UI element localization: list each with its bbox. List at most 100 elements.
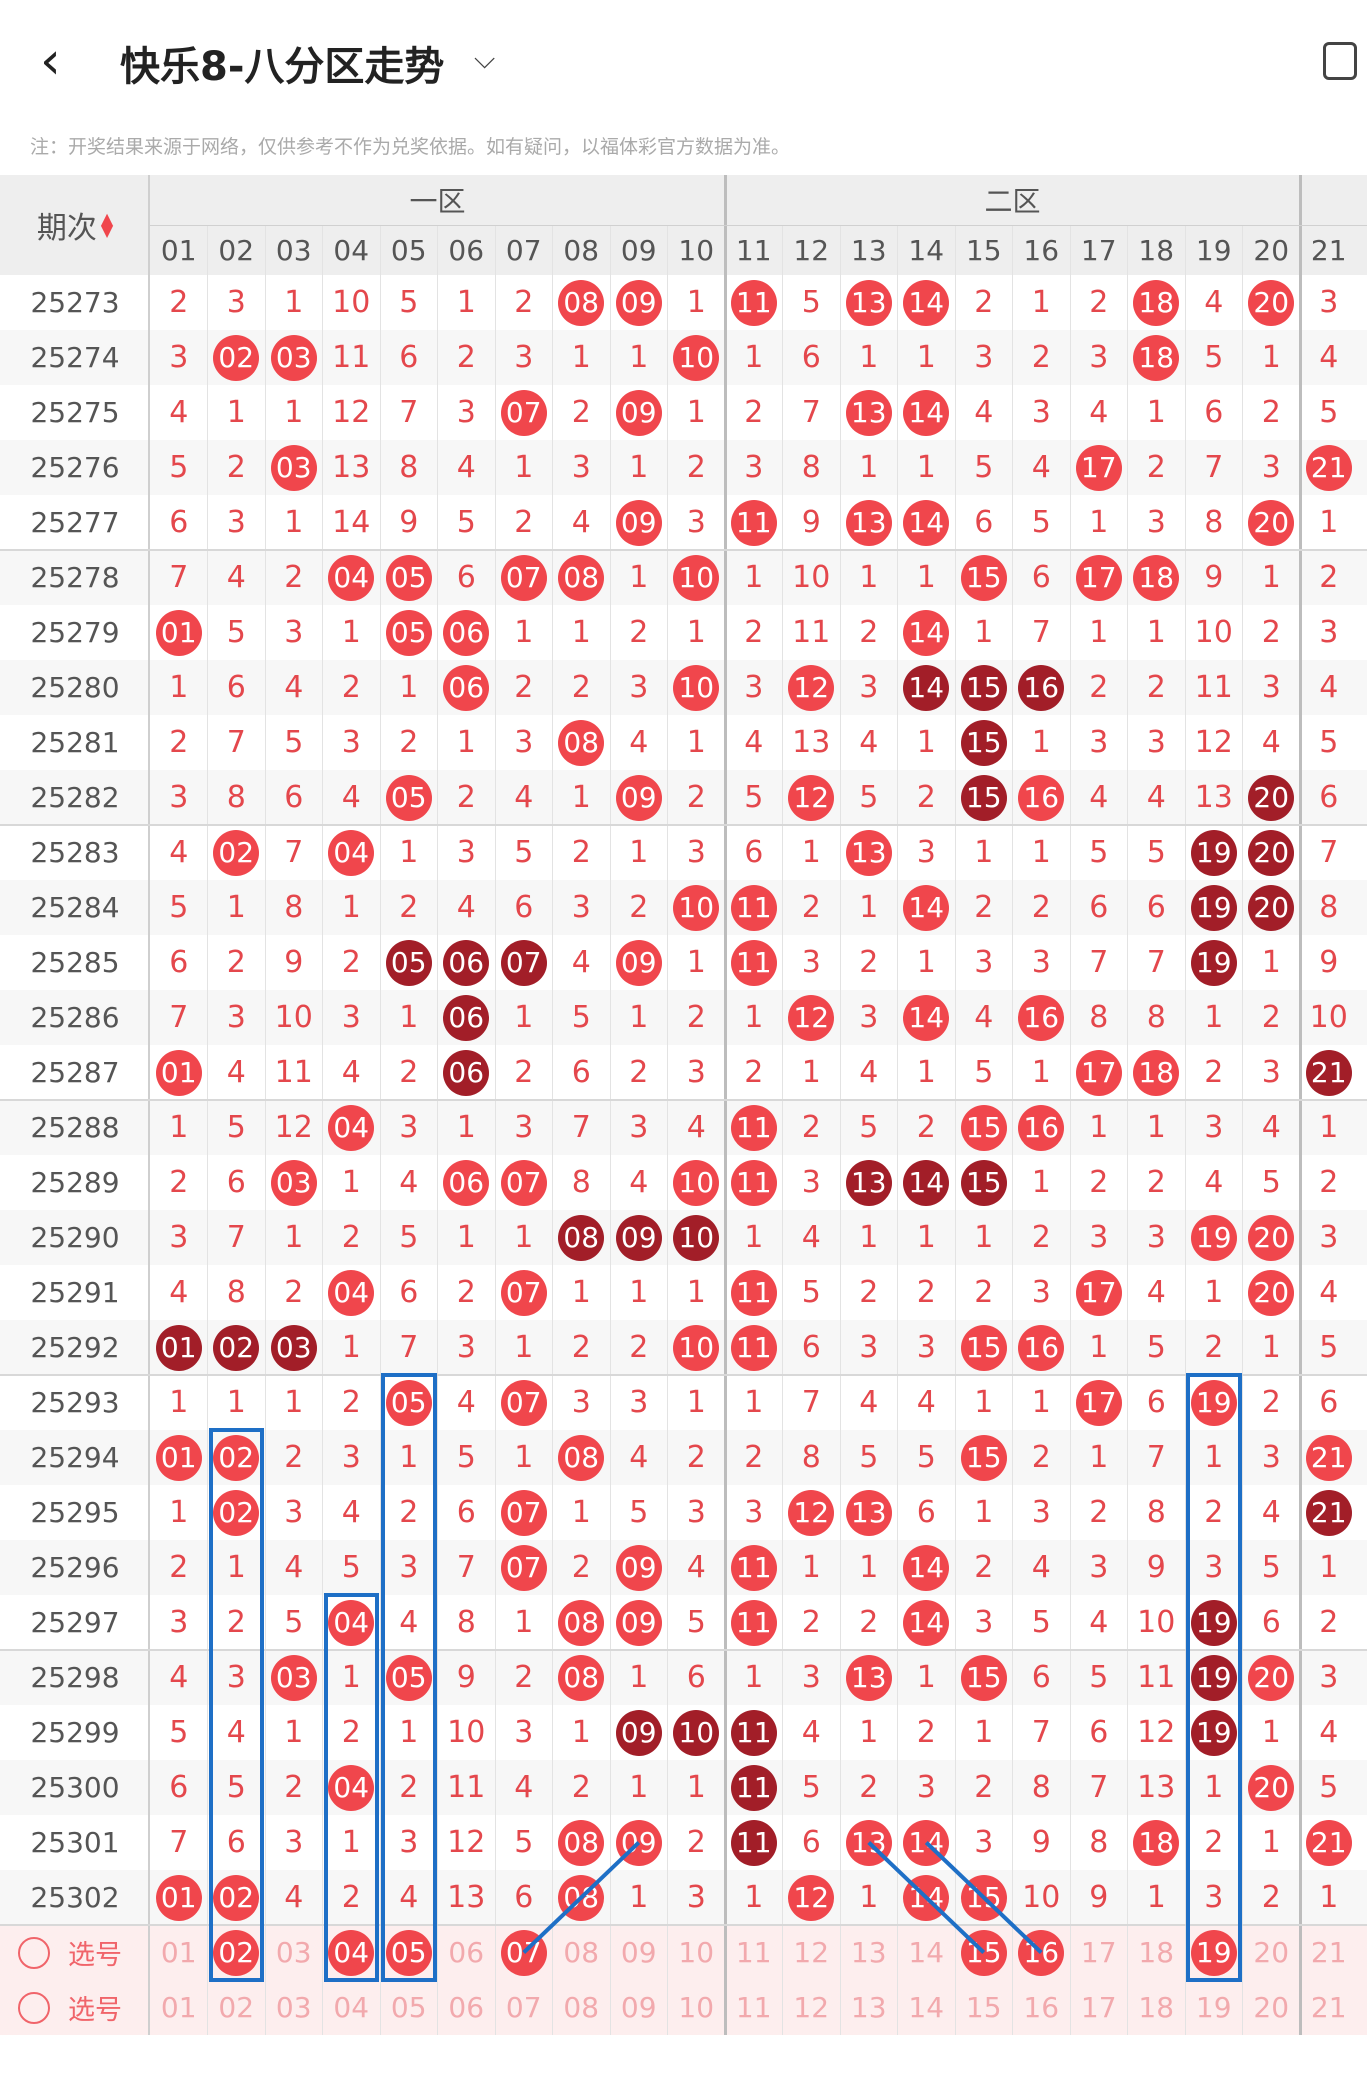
select-number[interactable]: 10 (678, 1936, 715, 1969)
number-cell: 8 (399, 450, 419, 485)
select-number[interactable]: 09 (620, 1991, 657, 2024)
select-number[interactable]: 05 (380, 1925, 438, 1980)
number-cell: 02 (208, 1320, 266, 1375)
hit-ball: 02 (213, 1489, 260, 1536)
hit-ball: 12 (788, 1874, 835, 1921)
select-number[interactable]: 13 (850, 1991, 887, 2024)
number-cell: 3 (456, 835, 476, 870)
select-number[interactable]: 04 (333, 1991, 370, 2024)
number-cell: 8 (226, 780, 246, 815)
selected-ball[interactable]: 15 (960, 1929, 1007, 1976)
select-number[interactable]: 18 (1138, 1936, 1175, 1969)
radio-icon[interactable] (18, 1936, 50, 1969)
select-number[interactable]: 18 (1138, 1991, 1175, 2024)
hit-ball: 02 (213, 334, 260, 381)
number-cell: 5 (1204, 340, 1224, 375)
select-number[interactable]: 12 (793, 1991, 830, 2024)
hit-ball: 01 (155, 609, 202, 656)
select-number[interactable]: 07 (495, 1925, 553, 1980)
hit-ball: 11 (730, 499, 777, 546)
select-number[interactable]: 20 (1253, 1936, 1290, 1969)
number-cell: 11 (725, 1155, 783, 1210)
select-number[interactable]: 15 (955, 1925, 1013, 1980)
number-cell: 08 (553, 1870, 611, 1925)
column-header: 21 (1310, 233, 1347, 267)
number-cell: 2 (341, 1880, 361, 1915)
number-cell: 05 (380, 1375, 438, 1430)
select-number[interactable]: 17 (1080, 1991, 1117, 2024)
period-header[interactable]: 期次 ▲ ▼ (0, 175, 150, 275)
select-number[interactable]: 02 (208, 1925, 266, 1980)
number-cell: 3 (1146, 505, 1166, 540)
select-number[interactable]: 07 (505, 1991, 542, 2024)
select-number[interactable]: 16 (1013, 1925, 1071, 1980)
table-row (0, 935, 1367, 990)
select-number[interactable]: 11 (735, 1991, 772, 2024)
select-number[interactable]: 03 (275, 1936, 312, 1969)
select-number[interactable]: 08 (563, 1936, 600, 1969)
select-number[interactable]: 19 (1195, 1991, 1232, 2024)
selected-ball[interactable]: 19 (1190, 1929, 1237, 1976)
select-number[interactable]: 05 (390, 1991, 427, 2024)
hit-ball: 21 (1305, 1489, 1352, 1536)
select-number[interactable]: 01 (160, 1936, 197, 1969)
select-number[interactable]: 06 (448, 1936, 485, 1969)
number-cell: 5 (284, 1605, 304, 1640)
select-number[interactable]: 11 (735, 1936, 772, 1969)
sort-icon[interactable]: ▲ ▼ (100, 209, 114, 240)
selected-ball[interactable]: 07 (500, 1929, 547, 1976)
chevron-down-icon[interactable]: ⌵ (474, 42, 496, 75)
number-cell: 01 (150, 605, 208, 660)
hit-ball: 09 (615, 774, 662, 821)
select-number[interactable]: 09 (620, 1936, 657, 1969)
select-number[interactable]: 15 (965, 1991, 1002, 2024)
number-cell: 2 (514, 1660, 534, 1695)
number-cell: 3 (686, 1055, 706, 1090)
select-number[interactable]: 01 (160, 1991, 197, 2024)
select-number[interactable]: 12 (793, 1936, 830, 1969)
number-cell: 1 (1031, 725, 1051, 760)
select-row-label[interactable]: 选号 (0, 1925, 150, 1980)
number-cell: 1 (456, 285, 476, 320)
number-cell: 02 (208, 1870, 266, 1925)
select-number[interactable]: 02 (218, 1991, 255, 2024)
select-number[interactable]: 21 (1310, 1991, 1347, 2024)
number-cell: 4 (399, 1880, 419, 1915)
column-header: 19 (1195, 233, 1232, 267)
select-number[interactable]: 03 (275, 1991, 312, 2024)
select-number[interactable]: 16 (1023, 1991, 1060, 2024)
select-row-label[interactable]: 选号 (0, 1980, 150, 2035)
select-number[interactable]: 17 (1080, 1936, 1117, 1969)
number-cell: 20 (1243, 770, 1301, 825)
number-cell: 13 (840, 275, 898, 330)
select-number[interactable]: 19 (1185, 1925, 1243, 1980)
select-number[interactable]: 06 (448, 1991, 485, 2024)
select-number[interactable]: 13 (850, 1936, 887, 1969)
table-row (0, 1375, 1367, 1430)
number-cell: 6 (801, 1825, 821, 1860)
select-number[interactable]: 21 (1310, 1936, 1347, 1969)
number-cell: 4 (571, 505, 591, 540)
number-cell: 1 (686, 725, 706, 760)
number-cell: 6 (456, 1495, 476, 1530)
radio-icon[interactable] (18, 1991, 50, 2024)
select-number[interactable]: 14 (908, 1991, 945, 2024)
number-cell: 4 (801, 1220, 821, 1255)
number-cell: 09 (610, 1705, 668, 1760)
select-number[interactable]: 04 (323, 1925, 381, 1980)
select-number[interactable]: 10 (678, 1991, 715, 2024)
select-number[interactable]: 08 (563, 1991, 600, 2024)
selected-ball[interactable]: 16 (1018, 1929, 1065, 1976)
selected-ball[interactable]: 05 (385, 1929, 432, 1976)
number-cell: 4 (284, 670, 304, 705)
selected-ball[interactable]: 04 (328, 1929, 375, 1976)
select-number[interactable]: 20 (1253, 1991, 1290, 2024)
number-cell: 13 (840, 1815, 898, 1870)
chevron-left-icon[interactable]: ‹ (40, 31, 61, 91)
select-number[interactable]: 14 (908, 1936, 945, 1969)
number-cell: 10 (668, 1155, 726, 1210)
selected-ball[interactable]: 02 (213, 1929, 260, 1976)
hit-ball: 11 (730, 1104, 777, 1151)
device-icon[interactable] (1323, 42, 1357, 80)
column-header: 09 (620, 233, 657, 267)
